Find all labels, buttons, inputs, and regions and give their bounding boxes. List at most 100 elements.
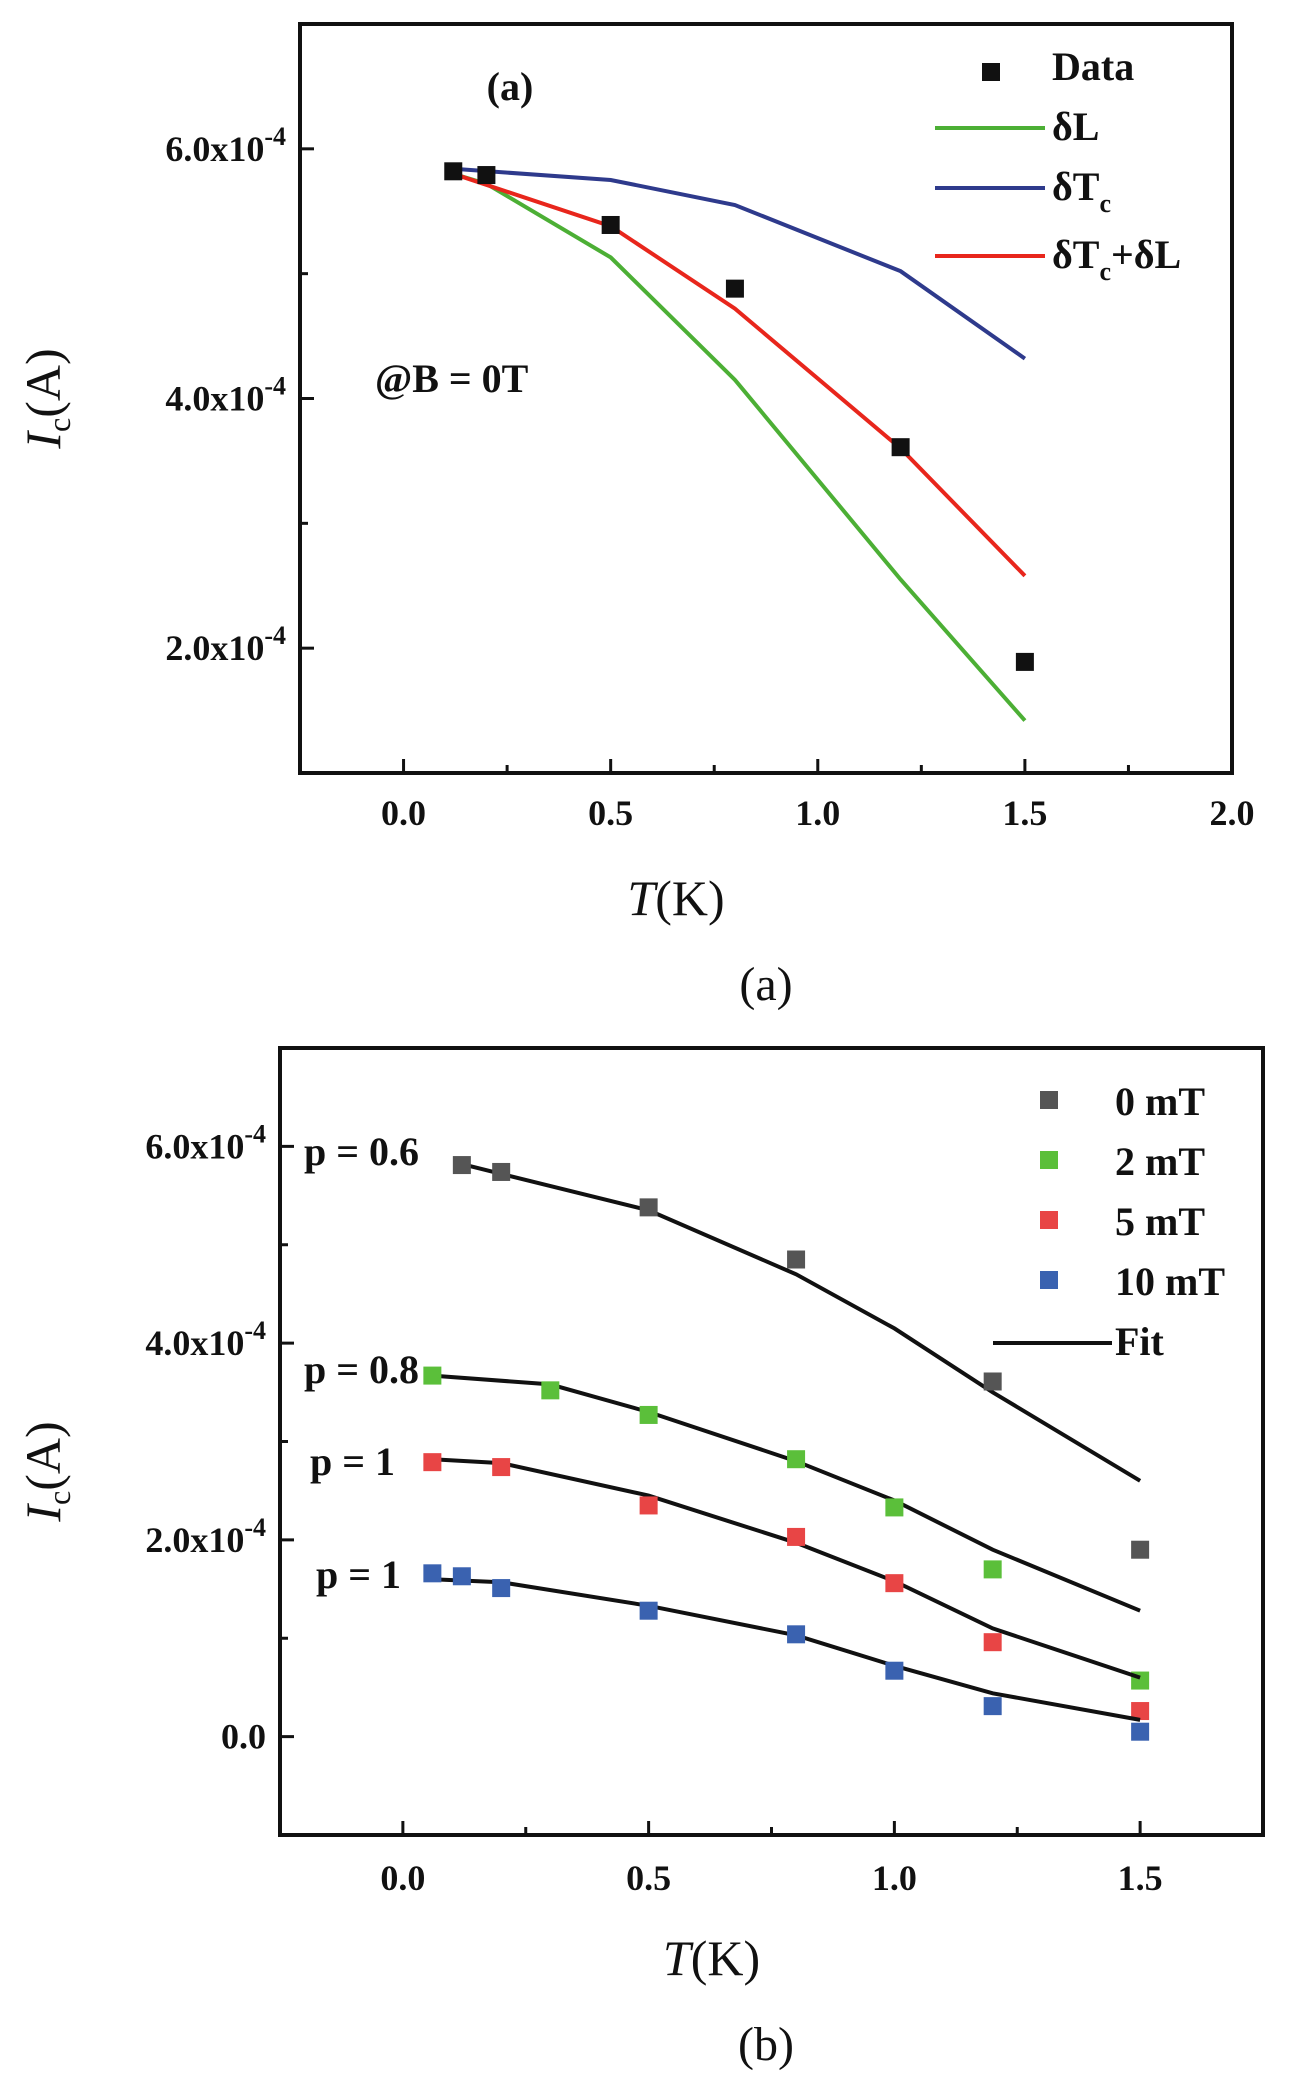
y-axis-label: Ic(A) xyxy=(15,348,77,449)
fit-line xyxy=(432,1577,1141,1722)
y-tick-mantissa: 0.0 xyxy=(221,1717,266,1757)
data-point xyxy=(983,1560,1002,1579)
data-point xyxy=(891,438,910,457)
data-point xyxy=(787,1250,806,1269)
legend-marker xyxy=(1040,1091,1058,1109)
legend-name: Data xyxy=(1052,44,1134,89)
data-point xyxy=(492,1579,511,1598)
y-tick-label: 6.0x10-4 xyxy=(165,122,286,169)
exponent-annotation: p = 1 xyxy=(316,1552,401,1597)
legend-label: 5 mT xyxy=(1115,1199,1205,1244)
x-tick-label: 2.0 xyxy=(1210,793,1255,833)
data-point xyxy=(423,1453,442,1472)
data-point xyxy=(725,279,744,298)
data-point xyxy=(444,162,463,181)
legend-suffix: +δL xyxy=(1111,232,1181,277)
data-point xyxy=(885,1574,904,1593)
legend-name: δL xyxy=(1052,104,1099,149)
data-point xyxy=(639,1405,658,1424)
y-axis-label-unit: (A) xyxy=(15,1421,71,1490)
fit-line xyxy=(432,1373,1141,1613)
data-point xyxy=(787,1527,806,1546)
legend-label: δL xyxy=(1052,104,1099,149)
x-tick-label: 0.5 xyxy=(588,793,633,833)
data-point xyxy=(885,1661,904,1680)
y-axis-label: Ic(A) xyxy=(15,1421,77,1522)
x-tick-label: 1.5 xyxy=(1118,1858,1163,1898)
legend-marker xyxy=(1040,1211,1058,1229)
y-axis-label-symbol: I xyxy=(15,1503,71,1523)
x-tick-label: 0.5 xyxy=(626,1858,671,1898)
figure-caption: (b) xyxy=(738,2018,794,2071)
field-annotation: @B = 0T xyxy=(375,356,529,401)
legend-label: 10 mT xyxy=(1115,1259,1225,1304)
figure-caption: (a) xyxy=(739,958,792,1011)
legend-subscript: c xyxy=(1099,189,1111,218)
panel-b: 0.0 0.5 1.0 1.50.02.0x10-44.0x10-46.0x10-4T… xyxy=(15,1046,1265,2071)
data-point xyxy=(541,1381,560,1400)
data-point xyxy=(639,1601,658,1620)
y-axis-label-unit: (A) xyxy=(15,348,71,417)
y-tick-exponent: -4 xyxy=(244,1119,266,1148)
data-point xyxy=(787,1625,806,1644)
y-axis-label-subscript: c xyxy=(41,1491,77,1505)
data-point xyxy=(423,1366,442,1385)
x-axis-label: T(K) xyxy=(627,870,724,926)
data-point xyxy=(983,1372,1002,1391)
exponent-annotation: p = 1 xyxy=(310,1439,395,1484)
data-point xyxy=(492,1162,511,1181)
y-tick-label: 4.0x10-4 xyxy=(145,1316,266,1363)
data-point xyxy=(885,1498,904,1517)
data-point xyxy=(452,1156,471,1175)
line-series xyxy=(452,171,1027,578)
y-axis-label-symbol: I xyxy=(15,430,71,450)
x-axis-label-symbol: T xyxy=(663,1930,694,1986)
x-axis-label-unit: (K) xyxy=(655,870,724,926)
y-tick-label: 4.0x10-4 xyxy=(165,372,286,419)
legend-name: δT xyxy=(1052,164,1100,209)
data-point xyxy=(1131,1702,1150,1721)
line-series xyxy=(453,166,1027,361)
legend-label: Data xyxy=(1052,44,1134,89)
data-point xyxy=(423,1564,442,1583)
y-tick-exponent: -4 xyxy=(244,1513,266,1542)
x-axis-label: T(K) xyxy=(663,1930,760,1986)
y-tick-mantissa: 6.0x10 xyxy=(145,1126,244,1166)
data-point xyxy=(639,1496,658,1515)
y-tick-mantissa: 4.0x10 xyxy=(165,379,264,419)
legend-label: 0 mT xyxy=(1115,1079,1205,1124)
x-axis-label-unit: (K) xyxy=(691,1930,760,1986)
data-point xyxy=(492,1458,511,1477)
y-tick-label: 2.0x10-4 xyxy=(145,1513,266,1560)
data-point xyxy=(983,1633,1002,1652)
x-tick-label: 1.0 xyxy=(795,793,840,833)
legend-name: δT xyxy=(1052,232,1100,277)
x-tick-label: 0.0 xyxy=(381,793,426,833)
legend-label: 2 mT xyxy=(1115,1139,1205,1184)
y-tick-mantissa: 6.0x10 xyxy=(165,129,264,169)
legend-fit-label: Fit xyxy=(1115,1319,1165,1364)
y-tick-label: 6.0x10-4 xyxy=(145,1119,266,1166)
panel-label: (a) xyxy=(487,64,534,109)
data-point xyxy=(477,166,496,185)
y-tick-exponent: -4 xyxy=(264,372,286,401)
y-tick-exponent: -4 xyxy=(244,1316,266,1345)
legend-marker xyxy=(1040,1151,1058,1169)
x-tick-label: 1.5 xyxy=(1002,793,1047,833)
exponent-annotation: p = 0.6 xyxy=(304,1129,419,1174)
y-tick-mantissa: 2.0x10 xyxy=(145,1520,244,1560)
fit-line xyxy=(461,1162,1142,1483)
y-tick-exponent: -4 xyxy=(264,122,286,151)
y-tick-mantissa: 2.0x10 xyxy=(165,628,264,668)
x-tick-label: 0.0 xyxy=(380,1858,425,1898)
legend-label: δTc xyxy=(1052,164,1111,218)
legend-label: δTc+δL xyxy=(1052,232,1181,286)
data-point xyxy=(639,1198,658,1217)
data-point xyxy=(1131,1722,1150,1741)
y-tick-exponent: -4 xyxy=(264,621,286,650)
data-point xyxy=(787,1450,806,1469)
y-tick-label: 2.0x10-4 xyxy=(165,621,286,668)
y-tick-label: 0.0 xyxy=(221,1717,266,1757)
y-axis-label-subscript: c xyxy=(41,418,77,432)
